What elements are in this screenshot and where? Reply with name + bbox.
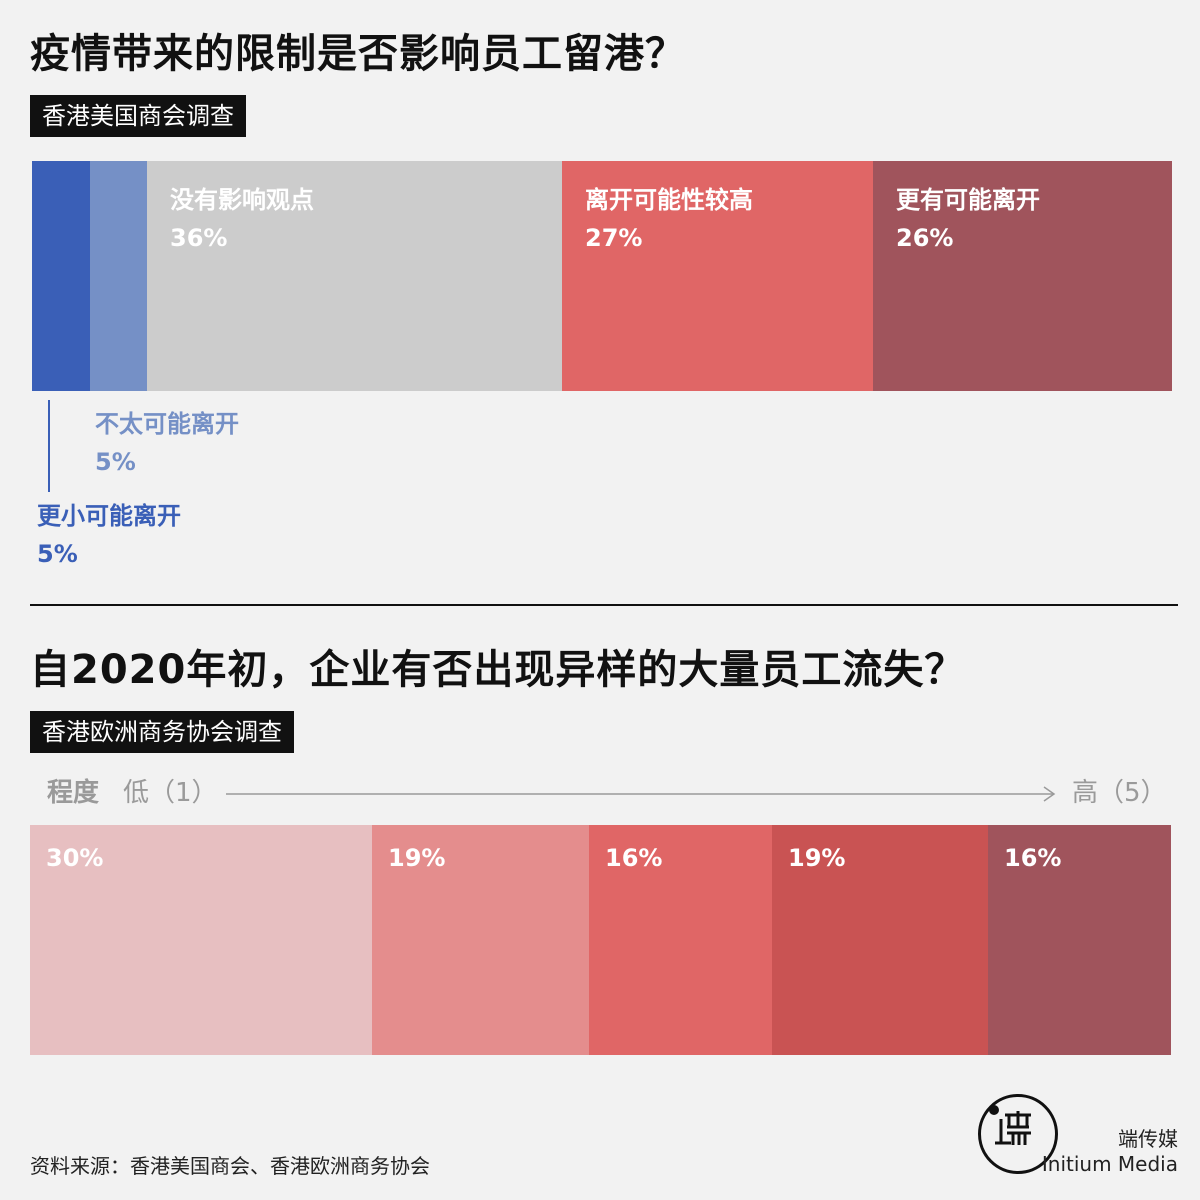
unlikely-leave-name: 不太可能离开	[95, 410, 239, 438]
less-likely-leave-label: 更小可能离开 5%	[37, 497, 181, 574]
unlikely-leave-label: 不太可能离开 5%	[95, 405, 239, 482]
bar-segment	[873, 161, 1172, 391]
bar-segment	[772, 825, 988, 1055]
segment-label: 16%	[605, 839, 662, 877]
source-tag-2: 香港欧洲商务协会调查	[30, 711, 294, 753]
segment-value: 19%	[388, 844, 446, 872]
segment-label: 更有可能离开 26%	[896, 181, 1040, 258]
leader-line	[48, 400, 50, 492]
segment-name: 更有可能离开	[896, 186, 1040, 214]
stacked-bar-2: 30% 19% 16% 19% 16%	[30, 825, 1171, 1055]
bar-segment	[988, 825, 1171, 1055]
scale-arrow	[226, 786, 1056, 802]
scale-high-label: 高（5）	[1072, 778, 1167, 808]
segment-name: 离开可能性较高	[585, 186, 753, 214]
segment-label: 19%	[388, 839, 445, 877]
segment-value: 30%	[46, 844, 104, 872]
initium-logo	[978, 1094, 1058, 1174]
brand-name-cn: 端传媒	[1118, 1127, 1178, 1151]
logo-mark-icon	[989, 1105, 1031, 1145]
section-divider	[30, 604, 1178, 606]
bar-segment	[32, 161, 90, 391]
segment-value: 36%	[170, 224, 228, 253]
segment-name: 没有影响观点	[170, 186, 314, 214]
segment-label: 16%	[1004, 839, 1061, 877]
segment-value: 27%	[585, 224, 643, 253]
unlikely-leave-pct: 5%	[95, 448, 136, 477]
chart-title-1: 疫情带来的限制是否影响员工留港？	[30, 31, 686, 77]
segment-label: 30%	[46, 839, 103, 877]
less-likely-leave-pct: 5%	[37, 540, 78, 569]
segment-value: 19%	[788, 844, 846, 872]
bar-segment	[90, 161, 147, 391]
brand-name-en: Initium Media	[1041, 1152, 1178, 1176]
scale-low-label: 低（1）	[123, 778, 218, 808]
bar-segment	[30, 825, 372, 1055]
bar-segment	[589, 825, 772, 1055]
segment-label: 离开可能性较高 27%	[585, 181, 753, 258]
segment-label: 19%	[788, 839, 845, 877]
segment-value: 16%	[1004, 844, 1062, 872]
scale-label: 程度	[47, 778, 100, 808]
stacked-bar-1: 没有影响观点 36% 离开可能性较高 27% 更有可能离开 26%	[32, 161, 1172, 391]
source-tag-1: 香港美国商会调查	[30, 95, 246, 137]
segment-value: 26%	[896, 224, 954, 253]
source-note: 资料来源：香港美国商会、香港欧洲商务协会	[30, 1154, 430, 1178]
chart-title-2: 自2020年初，企业有否出现异样的大量员工流失？	[30, 647, 966, 693]
bar-segment	[147, 161, 562, 391]
segment-label: 没有影响观点 36%	[170, 181, 314, 258]
segment-value: 16%	[605, 844, 663, 872]
less-likely-leave-name: 更小可能离开	[37, 502, 181, 530]
bar-segment	[562, 161, 873, 391]
bar-segment	[372, 825, 589, 1055]
